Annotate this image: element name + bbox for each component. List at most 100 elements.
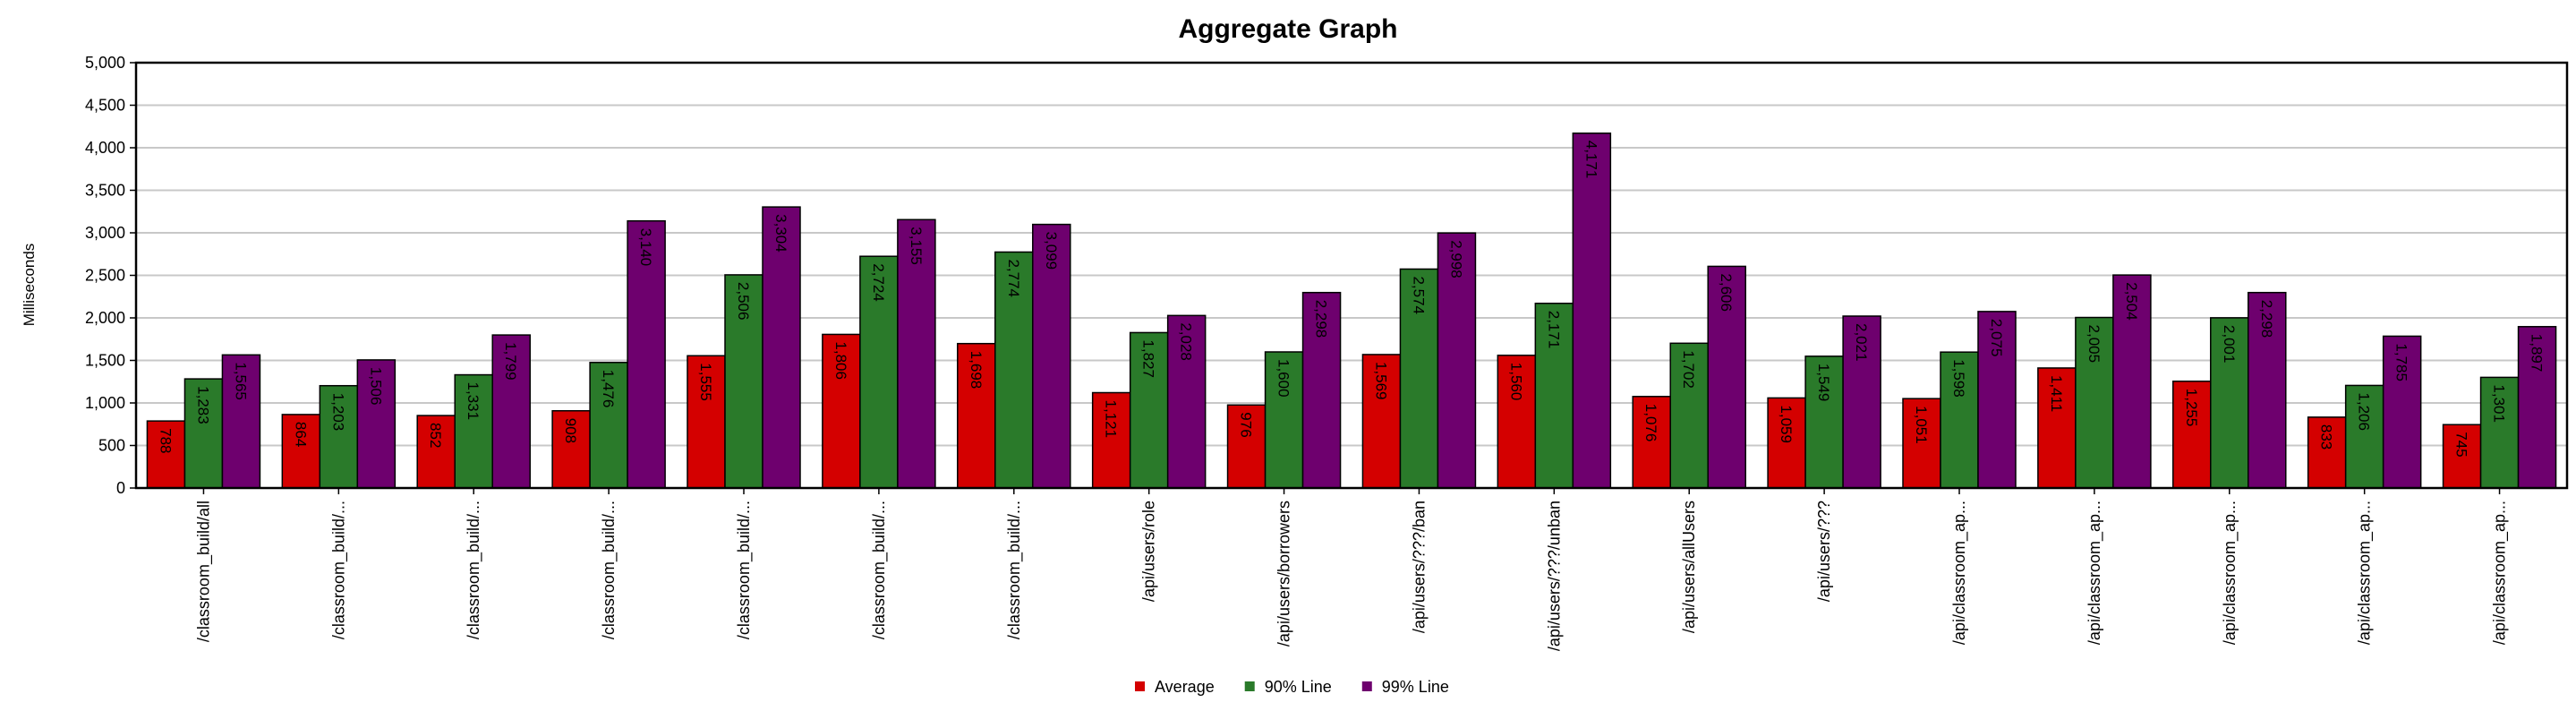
x-tick-label: /classroom_build/... <box>1005 501 1024 639</box>
bar <box>1842 315 1881 489</box>
bar <box>491 334 531 489</box>
bar-value-label: 1,411 <box>2048 375 2065 412</box>
bar-value-label: 2,028 <box>1178 322 1195 361</box>
bar-value-label: 1,203 <box>329 393 346 432</box>
bar-value-label: 1,051 <box>1913 406 1930 444</box>
bar-value-label: 1,076 <box>1642 404 1659 442</box>
bar <box>2037 367 2077 489</box>
y-tick-label: 4,000 <box>85 139 125 157</box>
bar-value-label: 1,059 <box>1778 405 1795 443</box>
y-tick-label: 3,500 <box>85 182 125 200</box>
axes: 0 500 1,000 1,500 2,000 2,500 3,000 3,500 4,000 4… <box>85 54 2569 651</box>
chart-title: Aggregate Graph <box>1178 14 1397 44</box>
bar-value-label: 1,827 <box>1140 339 1157 378</box>
bar <box>2112 274 2152 489</box>
bar-value-label: 1,799 <box>502 342 519 381</box>
x-tick-label: /classroom_build/... <box>600 501 618 639</box>
bar-value-label: 1,600 <box>1275 359 1292 398</box>
bar <box>1669 342 1709 489</box>
bar <box>1804 355 1844 489</box>
bar <box>1166 314 1207 489</box>
y-tick-label: 2,500 <box>85 267 125 285</box>
bar <box>687 355 726 489</box>
bar-value-label: 3,140 <box>637 228 654 267</box>
bar <box>183 378 224 489</box>
bar <box>2075 316 2114 489</box>
bar <box>1032 223 1071 489</box>
bar <box>1437 232 1477 489</box>
bar-value-label: 2,606 <box>1718 273 1735 312</box>
bar-value-label: 2,075 <box>1988 319 2005 357</box>
bar-value-label: 2,574 <box>1410 276 1427 314</box>
plot-frame <box>134 61 2569 490</box>
bar <box>957 342 996 489</box>
bar-value-label: 852 <box>427 423 444 448</box>
bar-value-label: 976 <box>1238 412 1255 437</box>
bar <box>2210 317 2249 489</box>
bar-value-label: 1,301 <box>2491 384 2508 423</box>
bar-value-label: 1,121 <box>1103 400 1120 439</box>
bar-value-label: 833 <box>2318 424 2335 450</box>
bar-value-label: 2,005 <box>2086 325 2103 364</box>
bar-value-label: 2,021 <box>1853 323 1870 362</box>
legend: Average 90% Line 99% Line <box>1135 678 1449 696</box>
bar-value-label: 908 <box>562 418 579 443</box>
bar <box>1707 265 1746 489</box>
bars: 788 1,283 1,565 864 1,203 1,506 852 1,331 1,799 9… <box>146 133 2557 489</box>
x-tick-label: /api/users/allUsers <box>1680 501 1698 633</box>
bar-value-label: 2,506 <box>735 282 752 321</box>
y-tick-label: 4,500 <box>85 97 125 115</box>
legend-label: 90% Line <box>1265 678 1332 696</box>
y-tick-label: 0 <box>116 479 125 497</box>
bar-value-label: 1,555 <box>697 363 714 401</box>
bar <box>356 359 397 489</box>
bar-value-label: 3,155 <box>908 227 925 265</box>
x-tick-label: /classroom_build/... <box>329 501 348 639</box>
grid-lines <box>136 62 2567 489</box>
bar <box>897 218 936 489</box>
x-tick-label: /api/classroom_ap... <box>2221 501 2239 645</box>
x-tick-label: /api/users/???/unban <box>1545 501 1563 651</box>
bar <box>1940 351 1979 489</box>
bar-value-label: 2,298 <box>1313 300 1330 338</box>
bar-value-label: 4,171 <box>1582 141 1599 179</box>
y-tick-label: 1,000 <box>85 394 125 412</box>
bar <box>281 414 321 489</box>
x-tick-label: /api/users/borrowers <box>1275 501 1293 647</box>
bar-value-label: 1,598 <box>1950 359 1967 398</box>
x-tick-label: /classroom_build/... <box>735 501 754 639</box>
bar-value-label: 2,774 <box>1005 259 1022 297</box>
legend-label: Average <box>1155 678 1215 696</box>
bar-value-label: 864 <box>292 422 309 447</box>
bar-value-label: 1,806 <box>832 341 849 380</box>
y-tick-label: 1,500 <box>85 352 125 370</box>
bar-value-label: 1,785 <box>2393 343 2410 381</box>
bar <box>319 384 359 489</box>
bar-value-label: 3,099 <box>1043 232 1060 270</box>
bar-value-label: 1,206 <box>2356 392 2373 431</box>
x-tick-label: /api/classroom_ap... <box>1950 501 1969 645</box>
bar-value-label: 3,304 <box>772 214 789 253</box>
bar-value-label: 1,549 <box>1815 364 1832 402</box>
bar-value-label: 1,569 <box>1372 362 1389 400</box>
bar-value-label: 2,171 <box>1545 311 1562 349</box>
bar <box>551 409 591 489</box>
x-tick-label: /classroom_build/... <box>870 501 889 639</box>
bar-value-label: 1,331 <box>465 382 482 421</box>
bar-value-label: 1,255 <box>2183 389 2200 427</box>
y-tick-label: 500 <box>98 437 125 455</box>
bar-value-label: 2,298 <box>2258 300 2275 338</box>
x-tick-label: /classroom_build/... <box>465 501 483 639</box>
bar <box>589 362 628 489</box>
bar-value-label: 1,506 <box>367 367 384 406</box>
y-tick-label: 2,000 <box>85 309 125 327</box>
y-tick-label: 5,000 <box>85 54 125 72</box>
bar-value-label: 2,001 <box>2221 325 2238 364</box>
x-tick-label: /api/users/???/ban <box>1410 501 1428 633</box>
legend-swatch <box>1135 681 1145 691</box>
x-tick-label: /classroom_build/all <box>194 501 213 642</box>
bar-value-label: 745 <box>2453 432 2470 457</box>
legend-swatch <box>1361 681 1372 691</box>
x-tick-label: /api/users/??? <box>1815 501 1833 602</box>
